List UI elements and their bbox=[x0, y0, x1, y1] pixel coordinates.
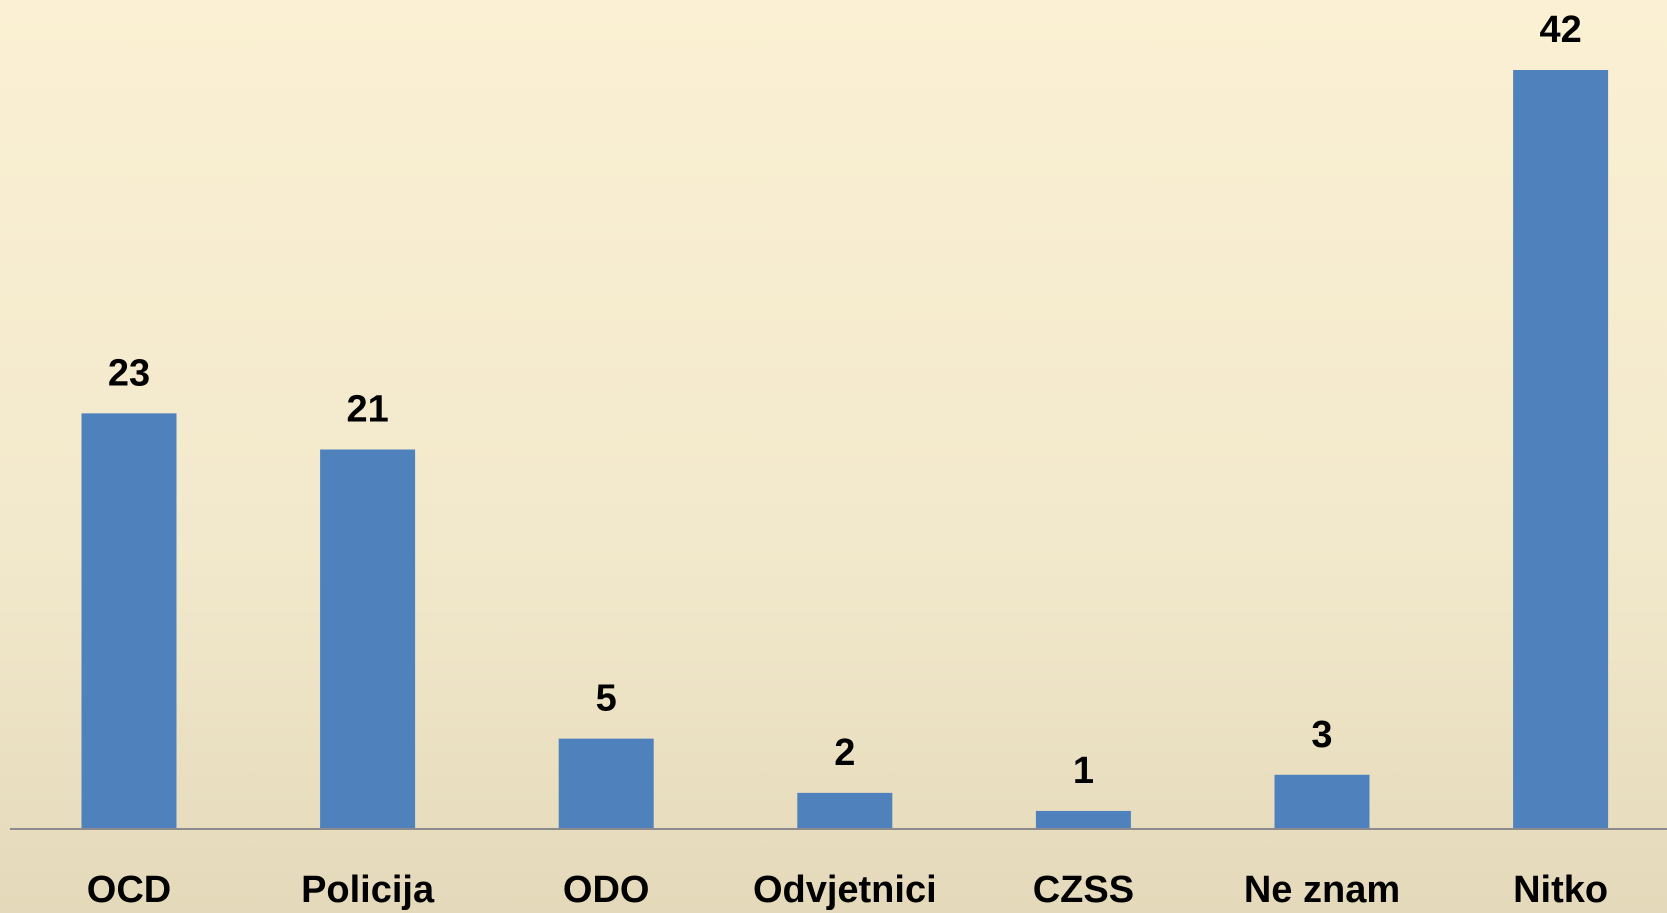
x-tick-label: Nitko bbox=[1513, 869, 1608, 911]
data-label: 3 bbox=[1311, 714, 1332, 756]
bar bbox=[797, 792, 893, 829]
x-tick-label: Ne znam bbox=[1244, 869, 1400, 911]
data-label: 23 bbox=[108, 352, 150, 394]
bar bbox=[1035, 810, 1131, 829]
x-tick-label: CZSS bbox=[1033, 869, 1134, 911]
bar bbox=[558, 738, 654, 829]
x-tick-label: OCD bbox=[87, 869, 171, 911]
data-label: 21 bbox=[346, 389, 388, 431]
data-label: 2 bbox=[834, 732, 855, 774]
bar bbox=[320, 449, 416, 829]
x-tick-label: Odvjetnici bbox=[753, 869, 937, 911]
data-label: 1 bbox=[1073, 750, 1094, 792]
x-tick-label: ODO bbox=[563, 869, 650, 911]
bar bbox=[1274, 774, 1370, 829]
data-label: 42 bbox=[1539, 9, 1581, 51]
x-tick-label: Policija bbox=[301, 869, 435, 911]
bar bbox=[81, 413, 177, 829]
bar bbox=[1513, 70, 1609, 829]
data-label: 5 bbox=[596, 678, 617, 720]
